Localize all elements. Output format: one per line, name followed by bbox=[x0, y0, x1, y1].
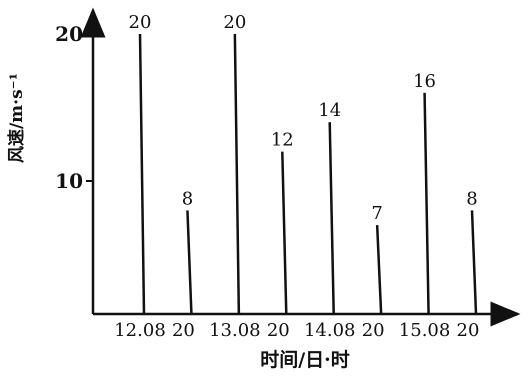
x-hour-label: 20 bbox=[172, 320, 195, 341]
bar-value-label: 8 bbox=[182, 188, 193, 209]
x-date-label: 15.08 bbox=[399, 320, 451, 341]
bar-value-label: 7 bbox=[371, 203, 382, 224]
x-hour-label: 20 bbox=[267, 320, 290, 341]
x-axis-title: 时间/日·时 bbox=[260, 349, 350, 371]
bar bbox=[470, 210, 478, 315]
bar bbox=[186, 210, 193, 315]
x-date-label: 12.08 bbox=[114, 320, 166, 341]
bar-labels: 20 8 20 12 14 7 16 8 bbox=[129, 12, 478, 224]
bar-value-label: 14 bbox=[318, 100, 341, 121]
y-tick-label: 10 bbox=[55, 169, 83, 193]
bar-value-label: 16 bbox=[413, 71, 436, 92]
bar bbox=[233, 33, 241, 315]
x-date-label: 13.08 bbox=[209, 320, 261, 341]
bar bbox=[281, 151, 288, 315]
bar-value-label: 8 bbox=[466, 188, 477, 209]
bar bbox=[375, 225, 383, 315]
y-ticks: 10 20 bbox=[55, 22, 93, 193]
y-axis-title: 风速/m·s⁻¹ bbox=[6, 73, 27, 163]
bar-value-label: 20 bbox=[129, 12, 152, 33]
x-date-label: 14.08 bbox=[304, 320, 356, 341]
bar-value-label: 20 bbox=[223, 12, 246, 33]
bars bbox=[138, 33, 478, 315]
bar bbox=[328, 122, 335, 315]
x-tick-labels: 12.08 13.08 14.08 15.08 20 20 20 20 bbox=[114, 320, 479, 341]
bar bbox=[423, 92, 430, 315]
y-tick-label: 20 bbox=[55, 22, 83, 46]
bar bbox=[138, 33, 146, 315]
x-hour-label: 20 bbox=[362, 320, 385, 341]
x-hour-label: 20 bbox=[457, 320, 480, 341]
bar-value-label: 12 bbox=[271, 130, 294, 151]
